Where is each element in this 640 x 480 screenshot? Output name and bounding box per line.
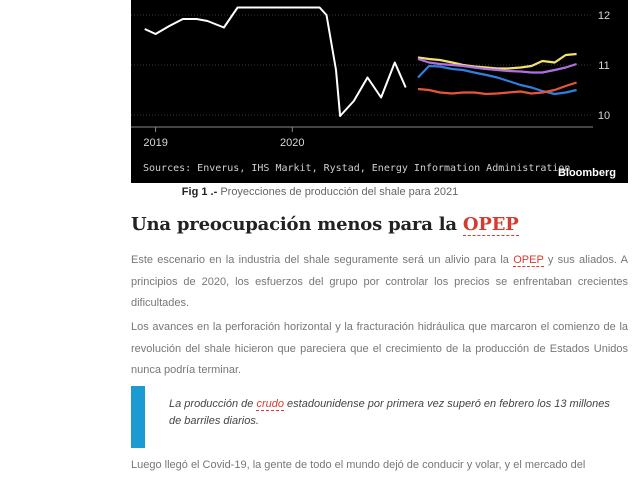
paragraph1-text-end: y sus aliados. A principios de 2020, los… bbox=[131, 254, 628, 309]
paragraph-shale-revolution: Los avances en la perforación horizontal… bbox=[131, 321, 628, 376]
chart-source: Sources: Enverus, IHS Markit, Rystad, En… bbox=[143, 163, 570, 174]
pull-quote: La producción de crudo estadounidense po… bbox=[131, 386, 628, 448]
opep-heading-link[interactable]: OPEP bbox=[462, 214, 519, 236]
opep-inline-link[interactable]: OPEP bbox=[513, 254, 544, 267]
projection-line-1 bbox=[417, 52, 577, 70]
x-tick-label-2020: 2020 bbox=[280, 137, 304, 149]
y-tick-label-11: 11 bbox=[598, 60, 609, 72]
bloomberg-logo: Bloomberg bbox=[558, 167, 616, 179]
quote-accent-bar bbox=[131, 386, 145, 448]
quote-text: La producción de crudo estadounidense po… bbox=[169, 396, 619, 430]
history-line bbox=[144, 6, 407, 117]
paragraph1-text-start: Este escenario en la industria del shale… bbox=[131, 254, 514, 266]
x-tick-label-2019: 2019 bbox=[143, 137, 167, 149]
crudo-inline-link[interactable]: crudo bbox=[256, 398, 284, 411]
chart-canvas: 12 11 10 2019 2020 Sources: Enverus, IHS Mark… bbox=[131, 6, 616, 179]
projection-line-2 bbox=[417, 57, 577, 74]
projection-line-4 bbox=[417, 81, 577, 96]
figure-caption: Fig 1 .- Proyecciones de producción del … bbox=[0, 186, 640, 198]
paragraph-covid: Luego llegó el Covid-19, la gente de tod… bbox=[131, 459, 586, 471]
figure-label: Fig 1 .- bbox=[181, 186, 218, 198]
projection-line-3 bbox=[417, 64, 577, 96]
shale-production-chart: 12 11 10 2019 2020 Sources: Enverus, IHS Mark… bbox=[131, 0, 628, 183]
paragraph-shale-relief: Este escenario en la industria del shale… bbox=[131, 250, 628, 315]
quote-text-start: La producción de bbox=[169, 398, 257, 410]
quote-text-end: estadounidense por primera vez superó en… bbox=[169, 398, 610, 427]
figure-caption-text: Proyecciones de producción del shale par… bbox=[220, 186, 459, 198]
y-tick-label-12: 12 bbox=[598, 10, 610, 22]
heading-text: Una preocupación menos para la bbox=[131, 214, 463, 235]
y-tick-label-10: 10 bbox=[598, 110, 610, 122]
section-heading: Una preocupación menos para la OPEP bbox=[131, 214, 519, 236]
